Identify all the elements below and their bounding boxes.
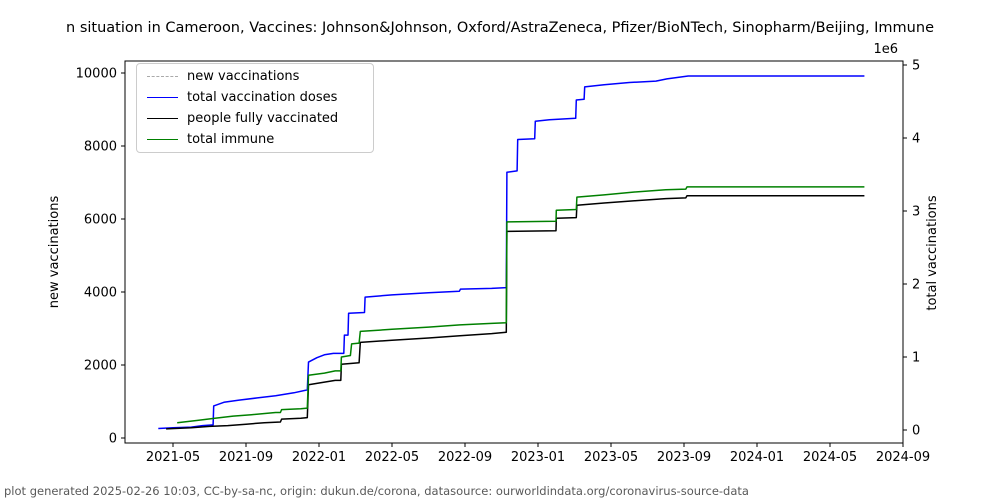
right-y-tick-label: 4 <box>912 132 920 147</box>
right-y-tick-label: 1 <box>912 351 920 366</box>
x-tick-label: 2022-05 <box>365 450 419 465</box>
left-y-tick-label: 8000 <box>84 140 117 155</box>
left-y-tick-label: 0 <box>109 432 117 447</box>
legend-entry-people-fully-vaccinated: people fully vaccinated <box>147 110 363 128</box>
x-tick-label: 2024-05 <box>803 450 857 465</box>
chart-title: n situation in Cameroon, Vaccines: Johns… <box>66 20 934 36</box>
legend-entry-new-vaccinations: new vaccinations <box>147 68 363 86</box>
legend-entry-label: new vaccinations <box>187 69 300 84</box>
left-y-tick-label: 2000 <box>84 359 117 374</box>
x-tick-label: 2022-01 <box>292 450 346 465</box>
right-axis-offset-text: 1e6 <box>873 42 898 57</box>
legend-entry-label: total immune <box>187 132 275 147</box>
x-tick-label: 2023-05 <box>584 450 638 465</box>
right-y-tick-label: 3 <box>912 205 920 220</box>
x-tick-label: 2021-05 <box>146 450 200 465</box>
footer-attribution: plot generated 2025-02-26 10:03, CC-by-s… <box>4 484 749 498</box>
right-y-tick-label: 2 <box>912 278 920 293</box>
axes-box <box>124 60 904 444</box>
series-people-fully-vaccinated <box>166 194 865 430</box>
x-tick-label: 2023-01 <box>511 450 565 465</box>
series-total-immune <box>177 186 865 424</box>
x-tick-label: 2023-09 <box>657 450 711 465</box>
left-y-axis-label: new vaccinations <box>47 196 62 309</box>
x-tick-label: 2024-01 <box>730 450 784 465</box>
legend-entry-label: people fully vaccinated <box>187 111 339 126</box>
right-y-tick-label: 0 <box>912 424 920 439</box>
series-total-vaccination-doses <box>158 75 865 430</box>
right-y-tick-label: 5 <box>912 59 920 74</box>
x-tick-label: 2024-09 <box>876 450 930 465</box>
legend-line-sample <box>147 97 178 98</box>
legend-line-sample <box>147 139 178 140</box>
legend-entry-total-vaccination-doses: total vaccination doses <box>147 89 363 107</box>
legend-entry-label: total vaccination doses <box>187 90 338 105</box>
legend: new vaccinations total vaccination doses p… <box>136 63 374 153</box>
right-y-axis-label: total vaccinations <box>925 195 940 311</box>
legend-line-sample <box>147 76 178 77</box>
legend-entry-total-immune: total immune <box>147 131 363 149</box>
legend-line-sample <box>147 118 178 119</box>
left-y-tick-label: 10000 <box>76 67 117 82</box>
x-tick-label: 2021-09 <box>219 450 273 465</box>
left-y-tick-label: 4000 <box>84 286 117 301</box>
left-y-tick-label: 6000 <box>84 213 117 228</box>
x-tick-label: 2022-09 <box>438 450 492 465</box>
